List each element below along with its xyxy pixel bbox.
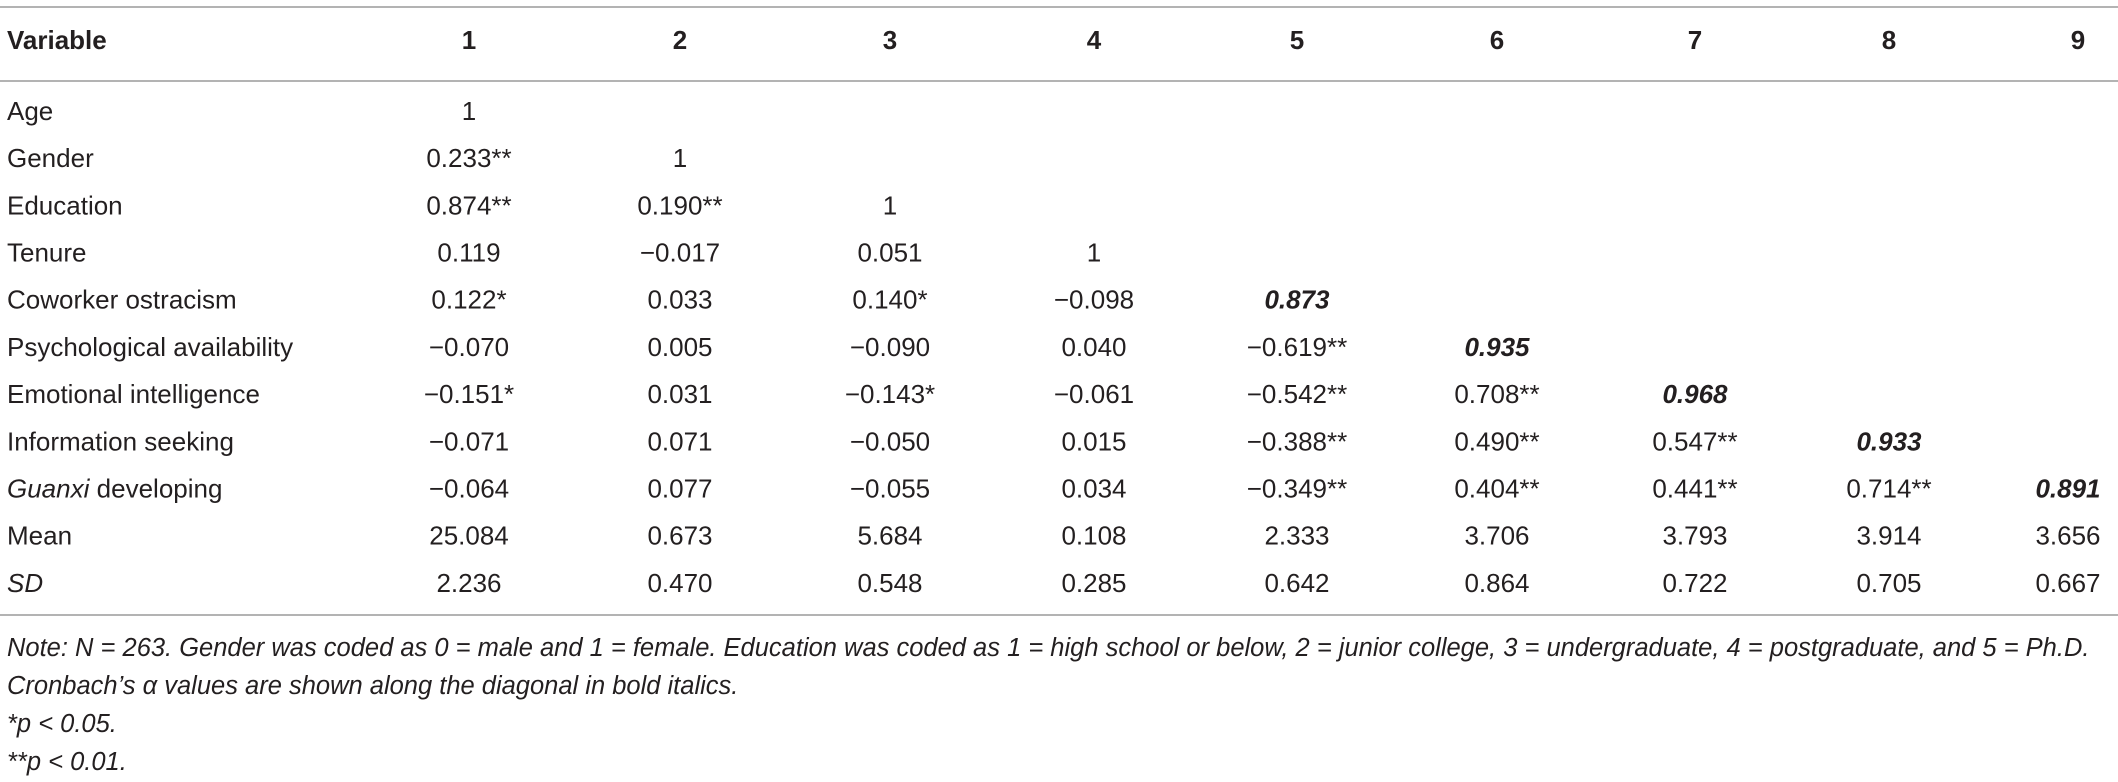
cell: −0.151* (424, 379, 514, 409)
cell: 0.233** (426, 143, 511, 173)
cell: −0.349** (1247, 473, 1347, 503)
note: Note: N = 263. Gender was coded as 0 = m… (7, 634, 2090, 700)
cell: 0.673 (647, 521, 712, 551)
cell: 3.656 (2035, 521, 2100, 551)
cell: −0.061 (1054, 379, 1134, 409)
column-header: 8 (1882, 25, 1896, 55)
cell: 0.441** (1652, 473, 1737, 503)
cell: 0.031 (647, 379, 712, 409)
column-header: 1 (462, 25, 476, 55)
cell: 0.547** (1652, 426, 1737, 456)
column-header: 3 (883, 25, 897, 55)
cell: 3.706 (1464, 521, 1529, 551)
cell: −0.619** (1247, 332, 1347, 362)
cell: 0.108 (1061, 521, 1126, 551)
cell: −0.050 (850, 426, 930, 456)
column-header: 7 (1688, 25, 1702, 55)
cell: 0.122* (431, 285, 506, 315)
column-header: 5 (1290, 25, 1304, 55)
cell: −0.098 (1054, 285, 1134, 315)
cell: 0.119 (437, 237, 500, 267)
cell: 1 (673, 143, 687, 173)
cell: 0.034 (1061, 473, 1126, 503)
column-header: 2 (673, 25, 687, 55)
cell: 0.005 (647, 332, 712, 362)
diagonal-cell: 0.933 (1856, 426, 1922, 456)
row-label: Information seeking (7, 426, 234, 456)
cell: 0.040 (1061, 332, 1126, 362)
table: Variable 1 2 3 4 5 6 7 8 9 Age 1 Gender 0.233** 1 Educa… (0, 6, 2118, 616)
column-header: 6 (1490, 25, 1504, 55)
row-label: Tenure (7, 237, 87, 267)
cell: 5.684 (857, 521, 922, 551)
cell: −0.064 (429, 473, 509, 503)
row-label: Coworker ostracism (7, 285, 237, 315)
cell: 0.051 (857, 237, 922, 267)
cell: 0.874** (426, 190, 511, 220)
cell: 2.236 (436, 568, 501, 598)
column-header: 4 (1087, 25, 1102, 55)
cell: 0.015 (1061, 426, 1126, 456)
cell: 0.864 (1464, 568, 1529, 598)
diagonal-cell: 0.873 (1264, 285, 1330, 315)
table-notes: Note: N = 263. Gender was coded as 0 = m… (7, 629, 2115, 781)
cell: 0.708** (1454, 379, 1539, 409)
cell: −0.090 (850, 332, 930, 362)
row-label-part: SD (7, 568, 43, 598)
cell: 25.084 (429, 521, 509, 551)
column-header: Variable (7, 25, 107, 55)
diagonal-cell: 0.968 (1662, 379, 1728, 409)
cell: 0.714** (1846, 473, 1931, 503)
note: *p < 0.05. (7, 710, 117, 738)
cell: −0.388** (1247, 426, 1347, 456)
cell: 1 (1087, 237, 1101, 267)
cell: −0.055 (850, 473, 930, 503)
cell: 0.404** (1454, 473, 1539, 503)
note: **p < 0.01. (7, 748, 127, 776)
cell: 0.667 (2035, 568, 2100, 598)
row-label: Gender (7, 143, 94, 173)
cell: −0.017 (640, 237, 720, 267)
cell: −0.070 (429, 332, 509, 362)
row-label: Psychological availability (7, 332, 293, 362)
row-label: Education (7, 190, 123, 220)
cell: 0.140* (852, 285, 927, 315)
row-label-part: Guanxi (7, 473, 91, 503)
row-label-part: developing (97, 473, 223, 503)
cell: −0.143* (845, 379, 935, 409)
cell: 0.033 (647, 285, 712, 315)
cell: 0.722 (1662, 568, 1727, 598)
cell: 0.190** (637, 190, 722, 220)
diagonal-cell: 0.935 (1464, 332, 1530, 362)
row-label: Mean (7, 521, 72, 551)
cell: 0.071 (647, 426, 712, 456)
cell: 0.490** (1454, 426, 1539, 456)
cell: −0.071 (429, 426, 509, 456)
cell: 0.077 (647, 473, 712, 503)
cell: 3.793 (1662, 521, 1727, 551)
row-label: Emotional intelligence (7, 379, 260, 409)
diagonal-cell: 0.891 (2035, 473, 2100, 503)
column-header: 9 (2071, 25, 2085, 55)
row-label: SD (7, 568, 43, 598)
cell: 0.285 (1061, 568, 1126, 598)
cell: 3.914 (1856, 521, 1921, 551)
cell: 0.705 (1856, 568, 1921, 598)
row-label: Guanxi developing (7, 473, 222, 503)
row-label: Age (7, 96, 53, 126)
cell: −0.542** (1247, 379, 1347, 409)
cell: 2.333 (1264, 521, 1329, 551)
cell: 0.548 (857, 568, 922, 598)
cell: 0.470 (647, 568, 712, 598)
cell: 1 (883, 190, 897, 220)
cell: 1 (462, 96, 476, 126)
cell: 0.642 (1264, 568, 1329, 598)
